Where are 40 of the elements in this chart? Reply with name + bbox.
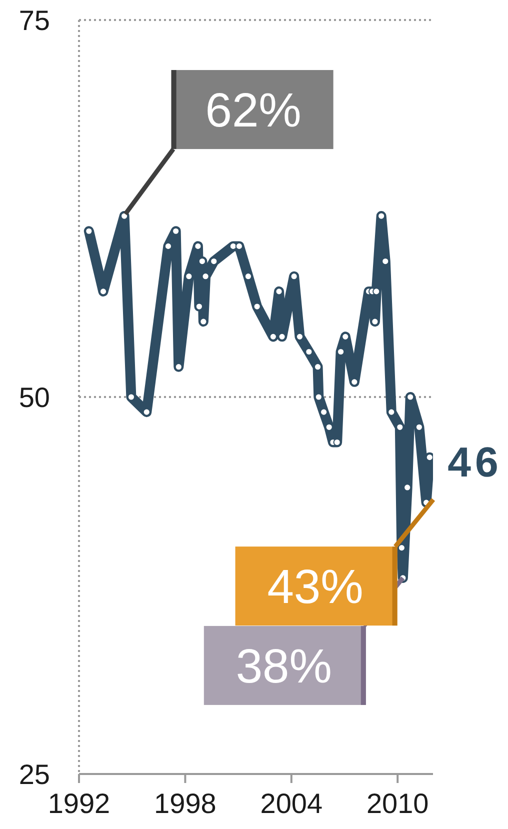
point	[142, 408, 150, 416]
point	[406, 393, 414, 401]
x-tick-label: 2010	[366, 788, 429, 819]
point	[185, 272, 193, 280]
point	[426, 454, 433, 462]
point	[342, 332, 350, 340]
y-tick-label: 75	[18, 4, 50, 36]
point	[235, 242, 243, 250]
x-tick-label: 2004	[260, 788, 323, 819]
point	[174, 363, 182, 371]
data-label: 46	[448, 438, 502, 486]
point	[415, 423, 423, 431]
point	[194, 242, 202, 250]
point	[398, 544, 406, 552]
point	[371, 318, 379, 326]
point	[350, 378, 358, 386]
point	[278, 332, 286, 340]
point	[314, 393, 322, 401]
point	[253, 302, 261, 310]
y-tick-label: 25	[18, 758, 50, 790]
point	[275, 288, 283, 296]
point	[325, 423, 333, 431]
x-tick-label: 1998	[154, 788, 216, 819]
point	[388, 408, 396, 416]
y-tick-label: 50	[18, 382, 50, 413]
point	[172, 227, 180, 235]
point	[404, 484, 412, 492]
point	[378, 212, 386, 220]
annotation: 62%	[205, 84, 302, 138]
point	[396, 423, 404, 431]
annotation: 38%	[236, 640, 332, 694]
annotation: 43%	[267, 561, 364, 614]
point	[269, 332, 277, 340]
point	[202, 272, 210, 280]
point	[290, 272, 298, 280]
x-tick-label: 1992	[48, 788, 110, 819]
point	[372, 288, 380, 296]
point	[200, 318, 208, 326]
point	[195, 302, 203, 310]
point	[85, 227, 93, 235]
